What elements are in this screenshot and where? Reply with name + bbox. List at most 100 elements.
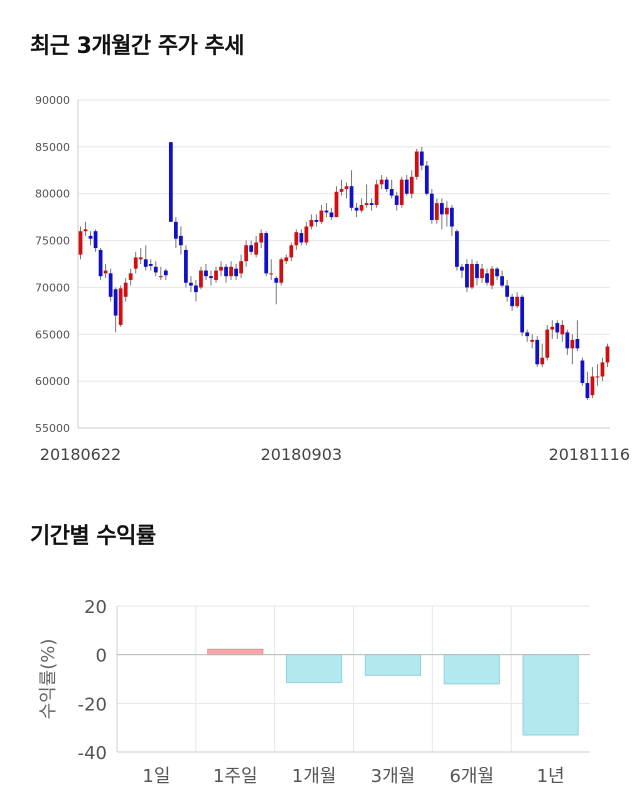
x-tick-label: 1개월 <box>292 766 337 787</box>
candle-body <box>239 261 243 274</box>
return-bar <box>522 654 579 736</box>
candle-body <box>319 210 324 222</box>
candle-body <box>199 270 203 288</box>
candle-body <box>88 235 93 239</box>
y-tick-label: 20 <box>84 597 107 618</box>
candle-body <box>565 332 570 349</box>
y-tick-label: 70000 <box>35 281 70 294</box>
y-tick-label: 0 <box>96 646 107 667</box>
candle-body <box>334 191 339 218</box>
candle-body <box>103 270 108 274</box>
candle-body <box>354 207 359 211</box>
candle-body <box>505 285 509 297</box>
candle-body <box>414 151 419 177</box>
candle-body <box>118 288 123 325</box>
candle-body <box>465 264 469 288</box>
candle-body <box>550 326 555 330</box>
candle-body <box>384 179 389 190</box>
candle-body <box>269 273 274 275</box>
candle-body <box>229 266 233 277</box>
candle-body <box>399 179 404 205</box>
candle-body <box>158 276 163 278</box>
candle-body <box>434 203 439 220</box>
candle-body <box>374 184 379 205</box>
return-bar <box>285 654 343 684</box>
candle-body <box>394 195 399 205</box>
x-tick-label: 1일 <box>142 766 170 787</box>
x-tick-label: 1주일 <box>213 766 258 787</box>
candle-body <box>123 282 128 297</box>
return-bar <box>364 654 422 676</box>
candle-body <box>495 268 499 277</box>
candle-body <box>500 276 504 286</box>
candle-body <box>314 219 319 222</box>
stock-candlestick-chart: 90000 85000 80000 75000 70000 65000 60000 55000… <box>35 94 630 464</box>
candle-body <box>404 179 409 194</box>
y-tick-label: 60000 <box>35 375 70 388</box>
candle-body <box>359 204 364 211</box>
y-axis-label: 수익률(%) <box>38 639 59 720</box>
period-return-title: 기간별 수익률 <box>30 524 156 549</box>
candle-body <box>184 249 188 283</box>
candle-body <box>309 219 314 227</box>
candle-body <box>555 323 560 333</box>
x-tick-label: 20180622 <box>40 445 121 464</box>
y-tick-label: -40 <box>78 743 107 764</box>
candle-body <box>204 270 208 277</box>
candle-body <box>580 360 585 384</box>
candle-body <box>364 203 369 205</box>
candle-body <box>189 282 193 286</box>
candle-body <box>163 270 168 276</box>
candle-body <box>595 376 600 378</box>
candle-body <box>138 257 143 260</box>
candle-body <box>83 229 88 232</box>
candle-body <box>214 270 218 280</box>
candle-body <box>475 264 479 279</box>
candle-body <box>439 203 444 215</box>
candle-body <box>153 266 158 273</box>
y-tick-label: 90000 <box>35 94 70 107</box>
candle-body <box>339 189 344 192</box>
candle-body <box>234 268 238 277</box>
candle-body <box>259 233 264 243</box>
candle-body <box>570 339 575 349</box>
candle-body <box>585 383 590 399</box>
candle-body <box>274 278 279 283</box>
candle-body <box>209 276 213 279</box>
candle-body <box>600 362 605 377</box>
candle-body <box>409 176 414 194</box>
candle-body <box>324 210 329 213</box>
candle-body <box>254 242 259 255</box>
candle-body <box>128 273 133 280</box>
candle-body <box>419 151 424 166</box>
x-tick-label: 3개월 <box>371 766 416 787</box>
candle-body <box>590 376 595 396</box>
candle-body <box>304 226 309 243</box>
candle-body <box>108 273 113 297</box>
candle-body <box>194 285 198 293</box>
candle-body <box>289 245 294 258</box>
candle-body <box>389 189 394 196</box>
candle-body <box>510 296 515 307</box>
y-tick-label: 75000 <box>35 235 70 248</box>
candle-body <box>294 232 299 246</box>
candle-body <box>535 339 540 365</box>
x-tick-label: 20181116 <box>549 445 630 464</box>
candle-body <box>113 289 118 316</box>
candle-body <box>219 266 223 271</box>
candle-body <box>540 357 545 365</box>
stock-trend-title: 최근 3개월간 주가 추세 <box>30 34 244 59</box>
candle-body <box>369 203 374 205</box>
y-tick-label: 85000 <box>35 141 70 154</box>
candle-body <box>455 231 459 267</box>
candle-body <box>168 142 173 222</box>
candle-body <box>148 264 153 266</box>
candle-body <box>575 338 580 349</box>
candle-body <box>520 296 525 333</box>
candle-body <box>525 332 530 337</box>
candle-body <box>450 207 454 227</box>
candle-body <box>299 233 304 243</box>
candle-body <box>284 257 289 262</box>
candle-body <box>93 231 98 249</box>
